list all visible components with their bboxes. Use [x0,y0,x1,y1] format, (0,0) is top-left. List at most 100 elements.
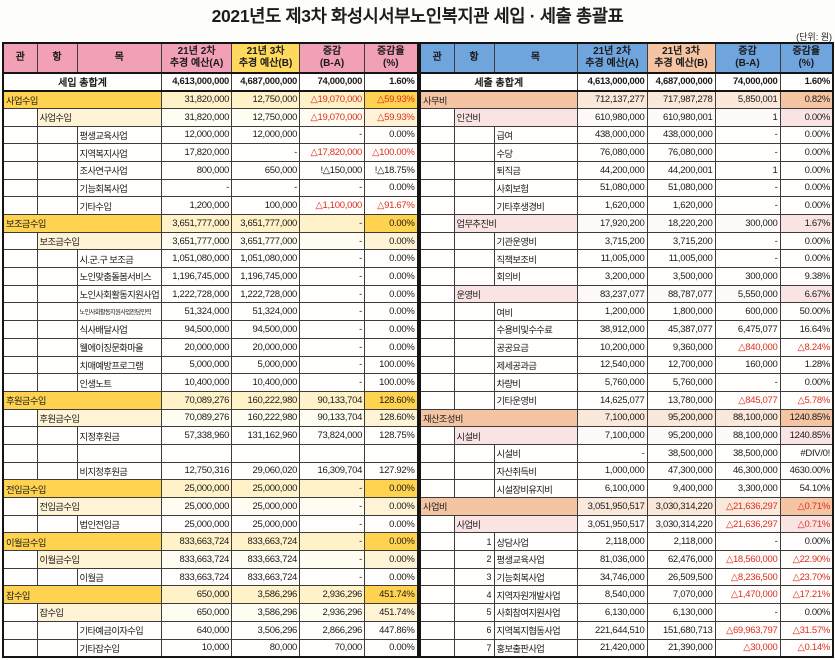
gwan-cell [2,320,38,339]
budget-b-cell: 3,030,314,220 [646,514,716,534]
budget-a-cell: 70,089,276 [161,408,233,428]
diff-cell: △1,470,000 [714,585,781,605]
table-row: 사업비 3,051,950,517 3,030,314,220 △21,636,297… [419,497,834,516]
table-row: 이월금수입 833,663,724 833,663,724-0.00% [2,550,419,569]
gwan-cell [419,231,455,251]
gwan-cell [419,567,455,587]
gwan-cell [2,249,38,269]
gwan-cell [2,426,38,445]
item-number-cell [453,337,495,357]
gwan-cell [2,196,38,215]
budget-a-cell: 3,051,950,517 [576,497,648,516]
diff-cell: - [299,214,366,233]
gwan-cell [419,355,455,375]
budget-a-cell: 3,051,950,517 [576,514,648,534]
pct-cell: 0.00% [364,337,419,357]
budget-a-cell: 833,663,724 [161,532,233,552]
diff-cell: - [714,231,781,251]
gwan-cell [2,302,38,322]
budget-b-cell: 1,620,000 [646,196,716,215]
row-label: 퇴직금 [493,160,578,180]
budget-a-cell: 25,000,000 [161,479,233,498]
budget-b-cell: 717,987,278 [646,90,716,109]
diff-cell: - [299,231,366,251]
gwan-cell [2,125,38,145]
gwan-cell [2,567,38,587]
budget-b-cell: 95,200,000 [646,408,716,428]
budget-a-cell: 17,820,000 [161,143,233,162]
budget-b-cell: 12,000,000 [231,125,301,145]
item-number-cell [36,178,78,198]
table-row: 보조금수입 3,651,777,000 3,651,777,000-0.00% [2,214,419,233]
row-label: 인건비 [453,107,578,127]
gwan-cell [2,160,38,180]
item-number-cell [36,373,78,392]
diff-cell: 73,824,000 [299,426,366,445]
pct-cell: 0.00% [364,267,419,286]
item-number-cell [453,320,495,339]
row-label: 후원금수입 [36,408,163,428]
diff-cell: 3,300,000 [714,479,781,498]
diff-cell: 160,000 [714,355,781,375]
pct-cell [364,443,419,463]
item-number-cell: 5 [453,603,495,622]
table-row: 지역복지사업 17,820,000- △17,820,000 △100.00% [2,143,419,162]
diff-cell: △69,963,797 [714,620,781,640]
row-label: 치매예방프로그램 [76,355,163,375]
gwan-cell [2,143,38,162]
diff-cell: △19,070,000 [299,107,366,127]
budget-a-cell: 8,540,000 [576,585,648,605]
gwan-cell [419,620,455,640]
item-number-cell: 1 [453,532,495,552]
budget-a-cell: 1,051,080,000 [161,249,233,269]
pct-cell: 128.60% [364,408,419,428]
budget-b-cell: 3,500,000 [646,267,716,286]
diff-cell [299,443,366,463]
gwan-cell [2,284,38,304]
pct-cell: 0.00% [779,196,834,215]
item-number-cell [453,373,495,392]
diff-cell: - [299,178,366,198]
diff-cell: 90,133,704 [299,390,366,410]
budget-a-cell: 31,820,000 [161,107,233,127]
row-label: 보조금수입 [36,231,163,251]
gwan-cell [419,337,455,357]
diff-cell: △8,236,500 [714,567,781,587]
budget-b-cell: 1,800,000 [646,302,716,322]
row-label: 기능회복사업 [493,567,578,587]
diff-cell: - [299,567,366,587]
gwan-cell [2,107,38,127]
budget-b-cell: 51,324,000 [231,302,301,322]
gwan-cell [419,514,455,534]
budget-a-cell: 76,080,000 [576,143,648,162]
item-number-cell [453,479,495,498]
row-label: 업무추진비 [453,214,578,233]
row-label: 조사연구사업 [76,160,163,180]
budget-b-cell: 29,060,020 [231,461,301,481]
unit-label: (단위: 원) [796,32,832,42]
table-row: 3 기능회복사업 34,746,000 26,509,500 △8,236,500 △23… [419,567,834,587]
budget-a-cell: 17,920,200 [576,214,648,233]
row-label: 기타운영비 [493,390,578,410]
table-row: 세출 총합계 4,613,000,000 4,687,000,000 74,000,0… [419,72,834,92]
table-row: 이월금 833,663,724 833,663,724-0.00% [2,567,419,587]
diff-cell: - [714,532,781,552]
column-header: 21년 3차 추경 예산(B) [231,42,301,74]
pct-cell: △0.71% [779,497,834,516]
pct-cell: 0.00% [779,532,834,552]
table-row: 수당 76,080,000 76,080,000-0.00% [419,143,834,162]
pct-cell: △5.78% [779,390,834,410]
pct-cell: 0.00% [364,284,419,304]
row-label: 제세공과금 [493,355,578,375]
gwan-cell [419,373,455,392]
budget-b-cell: 80,000 [231,638,301,658]
budget-b-cell: 18,220,200 [646,214,716,233]
budget-b-cell: 95,200,000 [646,426,716,445]
row-label: 식사배달사업 [76,320,163,339]
revenue-table: 관 항 목 21년 2차 추경 예산(A) 21년 3차 추경 예산(B) 증감 (B-A… [2,42,419,658]
pct-cell: 0.00% [779,603,834,622]
table-row: 사업비 3,051,950,517 3,030,314,220 △21,636,297… [419,514,834,534]
budget-a-cell: 11,005,000 [576,249,648,269]
pct-cell: 0.00% [779,231,834,251]
budget-b-cell: 3,715,200 [646,231,716,251]
